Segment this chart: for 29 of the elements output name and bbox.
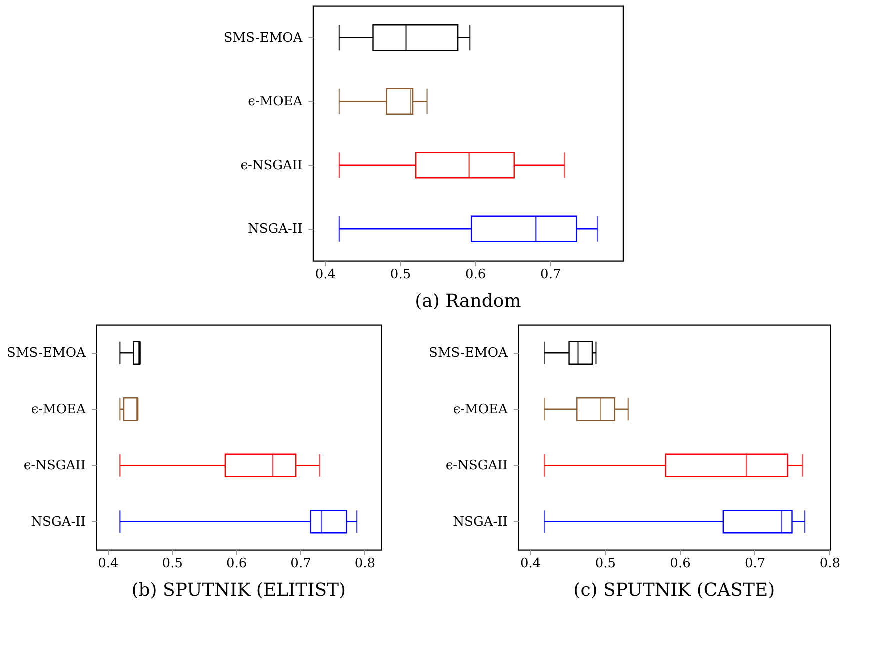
y-tick-label: ϵ-MOEA — [453, 402, 509, 418]
y-tick-label: NSGA-II — [453, 514, 508, 530]
x-tick-label: 0.6 — [465, 268, 486, 282]
x-tick-label: 0.6 — [226, 556, 248, 572]
y-tick-label: NSGA-II — [248, 222, 303, 238]
y-tick-label: SMS-EMOA — [429, 346, 509, 362]
x-tick-label: 0.5 — [162, 556, 183, 572]
text: (b) SPUTNIK (ELITIST) — [132, 580, 346, 601]
x-tick-label: 0.6 — [670, 556, 691, 572]
x-tick-label: 0.4 — [315, 268, 336, 282]
x-tick-label: 0.4 — [98, 556, 119, 572]
y-tick-label: SMS-EMOA — [224, 30, 304, 46]
x-tick-label: 0.5 — [390, 268, 412, 282]
y-tick-label: ϵ-MOEA — [248, 94, 304, 110]
y-tick-label: NSGA-II — [31, 514, 86, 530]
x-tick-label: 0.7 — [744, 556, 766, 572]
x-tick-label: 0.4 — [520, 556, 542, 572]
y-tick-label: SMS-EMOA — [7, 346, 87, 362]
y-tick-label: ϵ-NSGAII — [24, 458, 86, 474]
x-tick-label: 0.5 — [595, 556, 616, 572]
x-tick-label: 0.7 — [290, 556, 312, 572]
y-tick-label: ϵ-NSGAII — [240, 158, 303, 174]
x-tick-label: 0.8 — [354, 556, 376, 572]
x-tick-label: 0.7 — [540, 268, 562, 282]
text: (c) SPUTNIK (CASTE) — [574, 580, 776, 601]
y-tick-label: ϵ-NSGAII — [446, 458, 508, 474]
y-tick-label: ϵ-MOEA — [31, 402, 87, 418]
x-tick-label: 0.8 — [820, 556, 840, 572]
text: (a) Random — [415, 291, 522, 312]
